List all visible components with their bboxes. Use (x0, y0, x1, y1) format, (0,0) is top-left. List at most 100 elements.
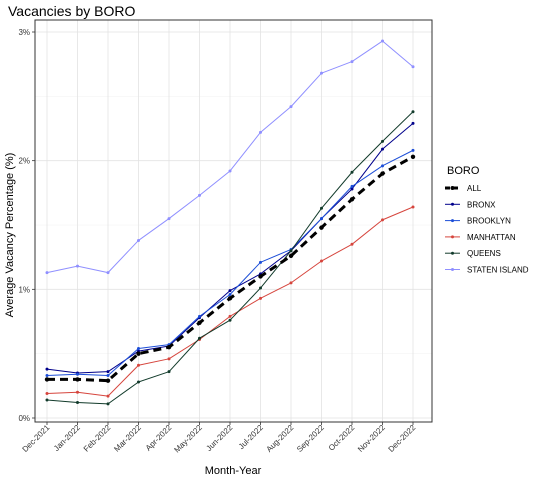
data-point-brooklyn (76, 372, 79, 376)
data-point-queens (381, 139, 384, 143)
data-point-manhattan (289, 281, 293, 285)
x-tick-label: Mar-2022 (112, 423, 143, 454)
data-point-brooklyn (381, 164, 384, 168)
data-point-brooklyn (259, 260, 262, 264)
plot-border (34, 19, 433, 423)
legend: BORO ALL BRONX BROOKLYN MANHATTAN QUEENS STAT… (445, 165, 529, 275)
legend-marker-brooklyn (451, 219, 454, 223)
legend-label-manhattan: MANHATTAN (467, 233, 516, 242)
data-point-staten-island (45, 271, 49, 275)
data-point-bronx (381, 147, 384, 151)
legend-label-queens: QUEENS (467, 249, 501, 258)
legend-marker-bronx (451, 202, 454, 206)
y-tick-label: 3% (18, 28, 30, 37)
legend-marker-queens (451, 251, 454, 255)
data-point-all (349, 197, 355, 202)
legend-title: BORO (447, 165, 480, 177)
data-point-bronx (411, 121, 415, 125)
data-point-brooklyn (198, 314, 201, 318)
legend-marker-manhattan (451, 235, 454, 239)
data-point-staten-island (228, 169, 232, 173)
data-point-manhattan (350, 242, 354, 246)
data-point-all (197, 320, 202, 325)
data-point-staten-island (106, 271, 110, 275)
y-tick-label: 1% (18, 285, 30, 294)
legend-label-bronx: BRONX (467, 200, 496, 209)
data-point-manhattan (45, 392, 49, 396)
data-point-queens (106, 402, 110, 406)
x-tick-label: Sep-2022 (295, 423, 326, 454)
data-point-all (288, 253, 294, 259)
x-tick-label: Aug-2022 (265, 423, 296, 454)
data-point-all (75, 377, 80, 382)
x-tick-label: Dec-2022 (387, 423, 418, 454)
data-point-all (380, 171, 385, 176)
data-point-all (136, 351, 141, 356)
x-tick-label: Jul-2022 (237, 423, 265, 451)
data-point-all (227, 296, 233, 301)
y-tick-label: 0% (18, 414, 30, 423)
data-point-staten-island (289, 105, 293, 109)
data-point-manhattan (228, 314, 232, 318)
data-point-staten-island (76, 264, 79, 268)
chart-title: Vacancies by BORO (8, 3, 135, 19)
x-tick-label: Feb-2022 (82, 423, 113, 454)
x-tick-label: May-2022 (172, 423, 204, 455)
data-point-brooklyn (45, 374, 49, 378)
data-point-queens (350, 170, 354, 174)
data-point-staten-island (137, 238, 140, 242)
legend-label-brooklyn: BROOKLYN (467, 217, 511, 226)
data-point-bronx (350, 187, 354, 191)
x-tick-label: Jan-2022 (52, 423, 82, 453)
data-point-staten-island (411, 65, 415, 69)
y-tick-label: 2% (18, 157, 30, 166)
x-tick-label: Apr-2022 (144, 423, 174, 453)
data-point-queens (45, 398, 49, 402)
data-point-bronx (228, 289, 232, 293)
data-point-staten-island (259, 130, 262, 134)
data-point-queens (411, 110, 415, 114)
data-point-staten-island (320, 71, 323, 75)
data-point-manhattan (137, 363, 140, 367)
data-point-queens (320, 206, 323, 210)
data-point-all (166, 345, 172, 350)
data-point-queens (198, 336, 201, 340)
data-point-queens (76, 401, 79, 405)
data-point-staten-island (167, 217, 171, 221)
data-point-brooklyn (106, 374, 110, 378)
data-point-bronx (106, 370, 110, 374)
data-point-manhattan (320, 259, 323, 263)
data-point-manhattan (381, 218, 384, 222)
x-tick-label: Nov-2022 (356, 423, 387, 454)
data-point-staten-island (198, 193, 201, 197)
data-point-queens (228, 318, 232, 322)
legend-marker-staten-island (451, 268, 454, 271)
data-point-staten-island (350, 60, 354, 64)
x-tick-label: Oct-2022 (327, 423, 357, 453)
data-point-all (410, 154, 416, 160)
data-point-queens (289, 249, 293, 253)
x-tick-label: Jun-2022 (204, 423, 234, 453)
legend-marker-all (450, 186, 455, 190)
data-point-manhattan (167, 357, 171, 361)
data-point-manhattan (259, 296, 262, 300)
data-point-manhattan (411, 205, 415, 209)
x-axis-label: Month-Year (205, 465, 262, 477)
data-point-manhattan (106, 394, 110, 398)
data-point-queens (259, 286, 262, 290)
data-point-brooklyn (320, 217, 323, 221)
data-point-all (319, 225, 324, 230)
legend-label-staten-island: STATEN ISLAND (467, 266, 529, 275)
data-point-brooklyn (137, 347, 140, 351)
data-point-all (258, 274, 263, 279)
data-point-brooklyn (350, 184, 354, 188)
plot-area: 0% 1% 2% 3% Dec-2021 Jan-2022 Feb-2022 Mar-2022… (18, 19, 433, 455)
data-point-brooklyn (411, 148, 415, 152)
data-point-queens (167, 370, 171, 374)
y-axis-label: Average Vacancy Percentage (%) (4, 153, 16, 318)
x-tick-label: Dec-2021 (21, 423, 52, 454)
data-point-staten-island (381, 39, 384, 43)
data-point-bronx (45, 367, 49, 371)
